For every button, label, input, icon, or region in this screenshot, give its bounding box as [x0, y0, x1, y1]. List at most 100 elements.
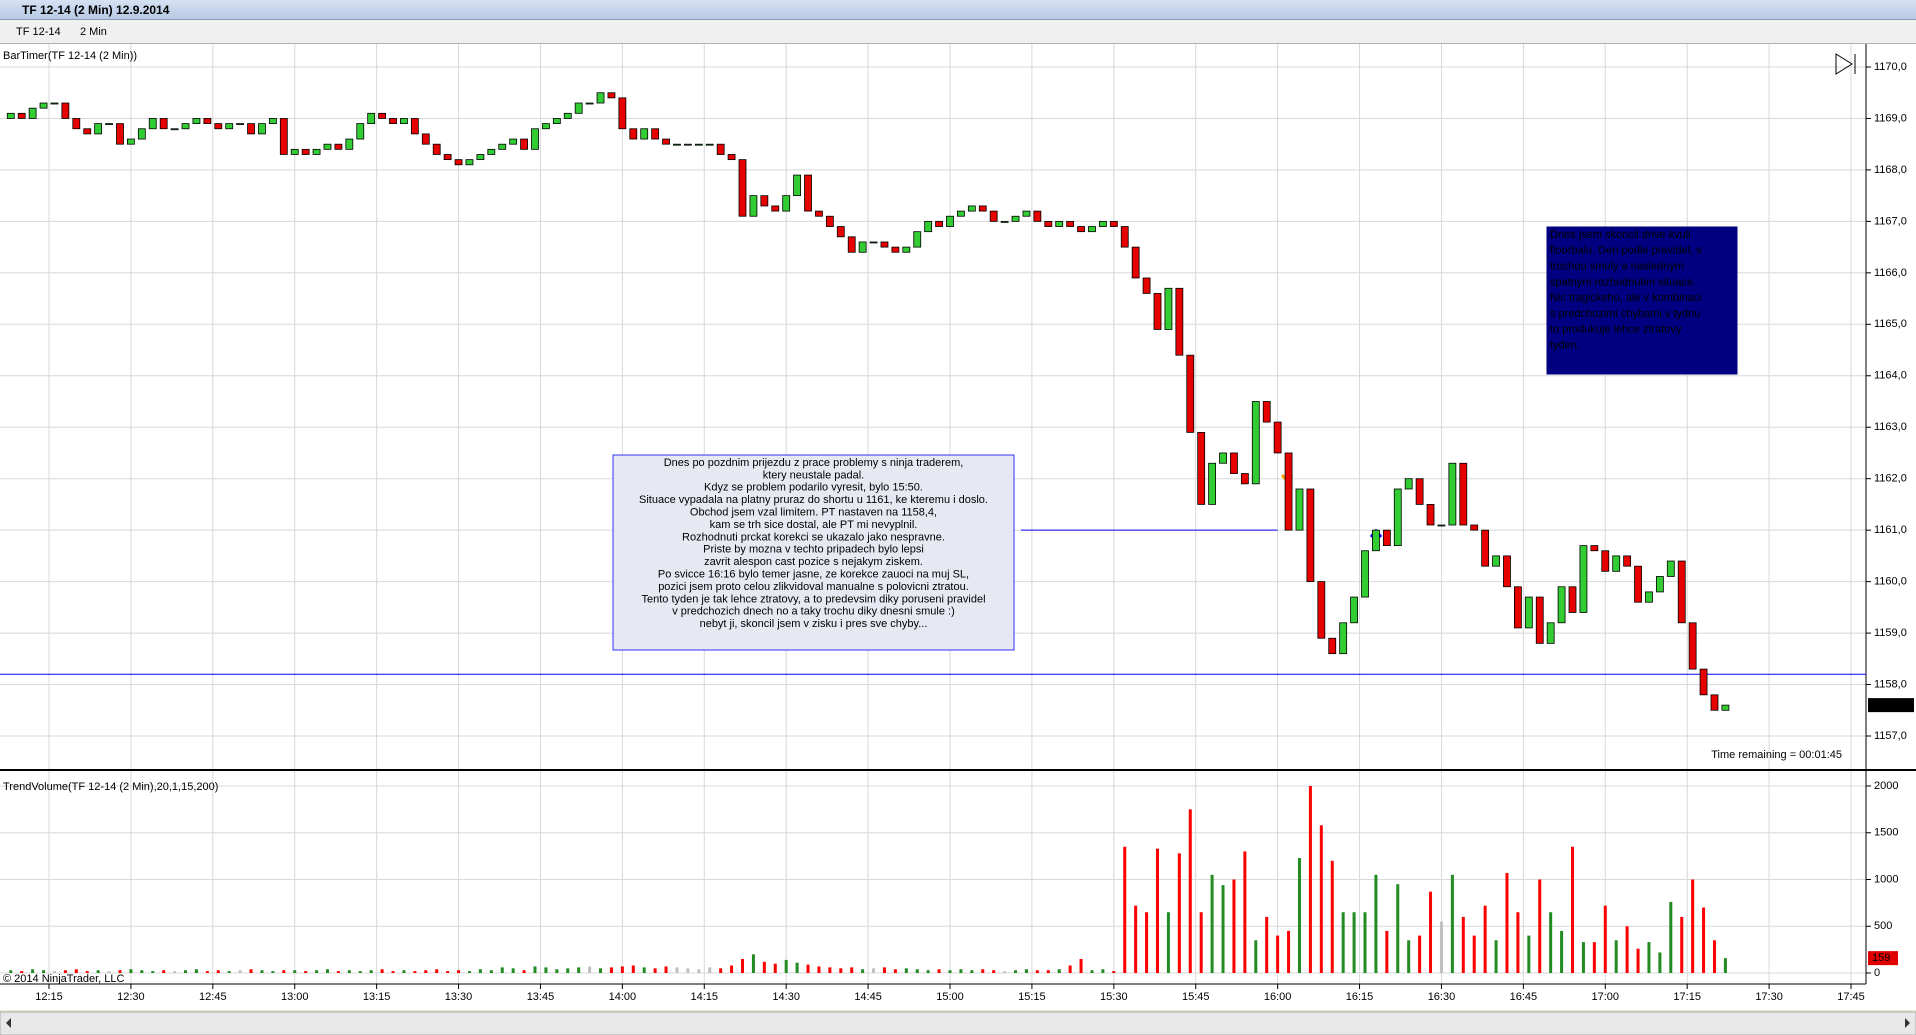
y-tick-label: 500	[1874, 920, 1892, 932]
annotation-text: Obchod jsem vzal limitem. PT nastaven na…	[690, 507, 937, 519]
y-tick-label: 1500	[1874, 827, 1898, 839]
volume-bar	[1712, 940, 1716, 973]
candle-body	[6, 112, 15, 119]
last-volume-box	[1868, 951, 1898, 966]
volume-bar	[1243, 851, 1247, 973]
candle-body	[1000, 220, 1009, 223]
y-tick-label: 1159,0	[1874, 627, 1907, 639]
candle-body	[170, 128, 179, 131]
annotation-text: Priste by mozna v techto pripadech bylo …	[703, 544, 924, 556]
scrollbar[interactable]	[0, 1011, 1916, 1035]
candle-body	[1350, 596, 1358, 624]
copyright: © 2014 NinjaTrader, LLC	[3, 973, 124, 985]
volume-bar	[1527, 935, 1531, 973]
volume-bar	[205, 971, 209, 973]
volume-bar	[1592, 942, 1596, 973]
candle-body	[410, 118, 419, 135]
volume-bar	[1669, 901, 1673, 973]
volume-bar	[642, 967, 646, 973]
instrument-selector[interactable]: TF 12-14	[16, 26, 61, 38]
volume-bar	[959, 969, 963, 973]
volume-bar	[981, 969, 985, 973]
volume-bar	[1112, 971, 1116, 973]
candle-body	[1601, 550, 1610, 572]
candle-body	[28, 107, 37, 119]
candle-body	[1546, 622, 1555, 644]
volume-bar	[577, 967, 581, 973]
volume-bar	[446, 971, 450, 973]
volume-bar	[1156, 848, 1160, 973]
candle-body	[1503, 555, 1511, 588]
volume-bar	[1636, 948, 1640, 973]
annotation-text: Dnes po pozdnim prijezdu z prace problem…	[664, 457, 964, 469]
candle-body	[1404, 478, 1413, 490]
toolbar: TF 12-14 2 Min	[0, 20, 1916, 44]
candle-body	[967, 205, 976, 212]
candle-body	[1197, 431, 1206, 505]
candle-body	[236, 123, 245, 126]
candle-body	[1579, 545, 1588, 613]
volume-bar	[664, 966, 668, 973]
candle-body	[1721, 704, 1730, 711]
volume-bar	[1330, 860, 1334, 973]
candle-body	[1284, 452, 1293, 531]
candle-body	[1251, 401, 1260, 485]
x-tick-label: 17:30	[1755, 991, 1783, 1003]
volume-bar	[1581, 942, 1585, 973]
period-selector[interactable]: 2 Min	[80, 26, 107, 38]
volume-bar	[1276, 935, 1280, 973]
volume-bar	[915, 969, 919, 973]
volume-bar	[522, 970, 526, 973]
volume-bar	[828, 967, 832, 973]
candle-body	[1470, 524, 1479, 531]
candle-body	[214, 123, 223, 130]
volume-bar	[937, 969, 941, 973]
candle-body	[1153, 293, 1162, 330]
candle-body	[1098, 220, 1107, 227]
x-tick-label: 17:15	[1673, 991, 1701, 1003]
candle-body	[869, 241, 878, 244]
candle-body	[1088, 226, 1096, 233]
volume-bar	[1221, 885, 1225, 973]
x-tick-label: 16:15	[1346, 991, 1374, 1003]
play-icon[interactable]	[1835, 53, 1856, 75]
volume-bar	[697, 969, 701, 973]
volume-bar	[1287, 930, 1291, 973]
volume-bar	[140, 970, 144, 973]
annotation-text: ktery neustale padal.	[763, 469, 865, 481]
annotation-text: tyden.	[1550, 340, 1580, 352]
volume-bar	[1101, 969, 1105, 973]
volume-bar	[467, 971, 471, 973]
y-tick-label: 1161,0	[1874, 524, 1907, 536]
x-tick-label: 13:30	[445, 991, 473, 1003]
candle-body	[618, 97, 627, 130]
candle-body	[1568, 586, 1577, 613]
candle-body	[607, 92, 616, 99]
candle-body	[585, 102, 594, 105]
x-tick-label: 14:45	[854, 991, 882, 1003]
candle-body	[1645, 591, 1653, 603]
candle-body	[39, 102, 48, 109]
volume-bar	[1035, 970, 1039, 973]
annotation-text: to produkuje lehce ztratovy	[1550, 324, 1682, 336]
volume-bar	[249, 969, 253, 973]
scroll-right[interactable]	[1905, 1018, 1910, 1028]
annotation-text: Tento tyden je tak lehce ztratovy, a to …	[641, 593, 985, 605]
candle-body	[50, 102, 59, 105]
last-price-label: 1157,6	[1872, 699, 1905, 711]
volume-bar	[653, 968, 657, 973]
scroll-left[interactable]	[6, 1018, 11, 1028]
volume-bar	[369, 970, 373, 973]
volume-bar	[1407, 940, 1411, 973]
volume-bar	[391, 971, 395, 973]
candle-body	[432, 143, 441, 155]
candle-body	[476, 154, 485, 161]
candle-body	[793, 174, 802, 197]
annotation-text: trochou smuly a naslednym	[1550, 261, 1684, 273]
x-tick-label: 15:15	[1018, 991, 1046, 1003]
volume-bar	[402, 970, 406, 973]
volume-bar	[325, 969, 329, 973]
volume-bar	[85, 971, 89, 973]
volume-bar	[1024, 969, 1028, 973]
candle-body	[1677, 560, 1686, 624]
